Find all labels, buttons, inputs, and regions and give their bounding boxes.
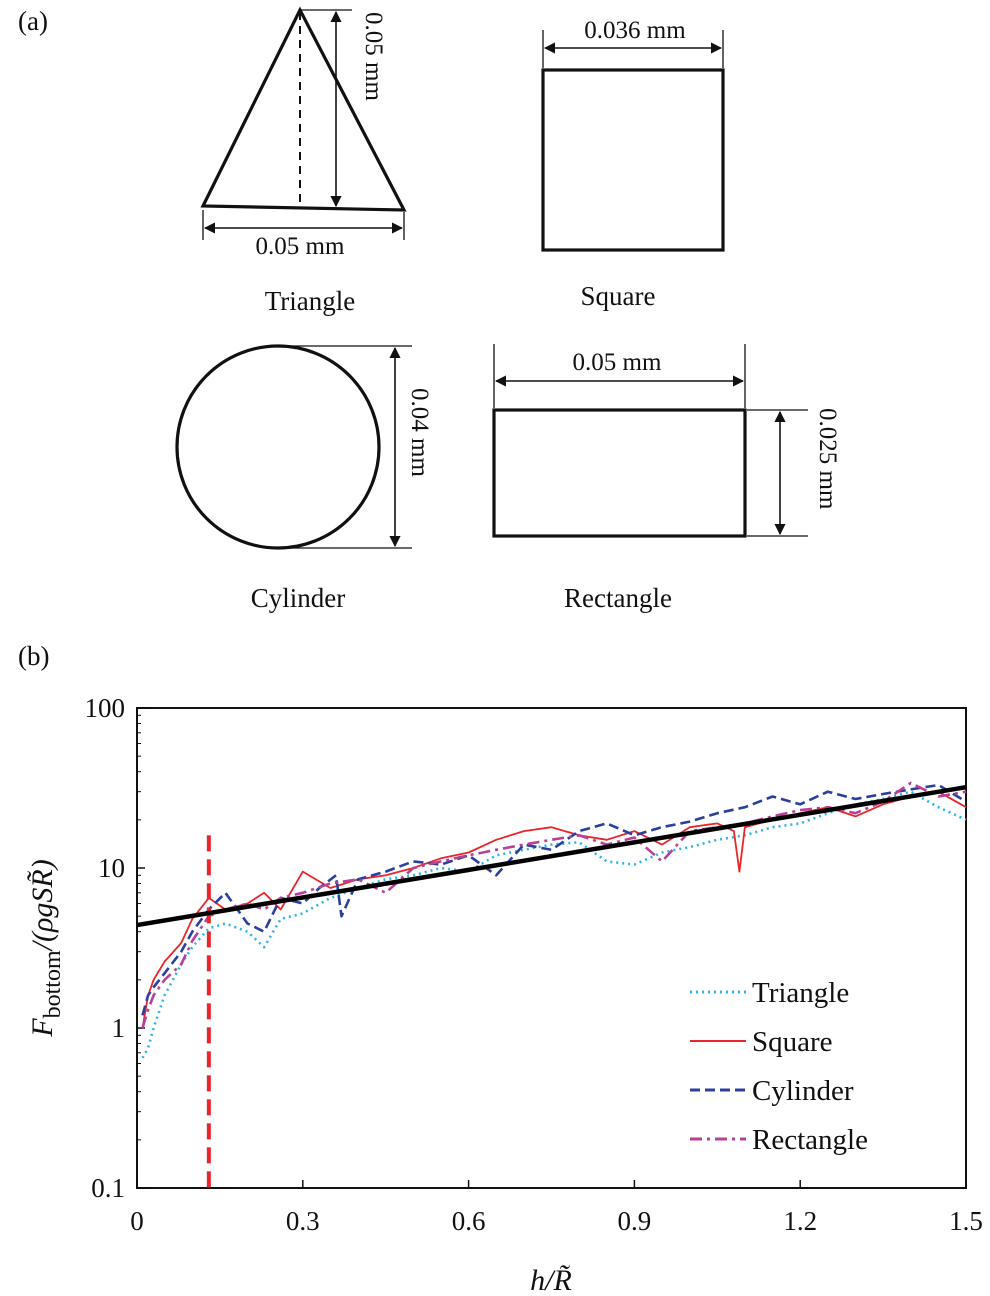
x-tick-label: 1.5 [949, 1206, 983, 1236]
legend: Triangle Square Cylinder Rectangle [690, 977, 868, 1156]
triangle-shape [200, 6, 407, 212]
x-tick-label: 0.6 [452, 1206, 486, 1236]
series-layer [136, 781, 967, 1188]
y-tick-label: 10 [98, 853, 125, 883]
triangle-name: Triangle [265, 286, 356, 316]
y-axis-title-main: F [26, 1018, 59, 1038]
x-tick-label: 1.2 [783, 1206, 817, 1236]
y-axis-title: Fbottom/(ρgSR̃) [26, 859, 66, 1037]
cylinder-diagram: 0.04 mm Cylinder [175, 344, 433, 613]
legend-label-triangle: Triangle [752, 977, 849, 1009]
y-axis-title-rest: /(ρgSR̃) [26, 859, 59, 952]
triangle-height-label: 0.05 mm [360, 12, 387, 101]
rectangle-shape [492, 408, 747, 538]
square-diagram: 0.036 mm Square [541, 17, 725, 311]
legend-label-cylinder: Cylinder [752, 1075, 854, 1107]
square-shape [541, 68, 725, 252]
square-name: Square [581, 281, 656, 311]
cylinder-name: Cylinder [251, 583, 346, 613]
square-side-label: 0.036 mm [584, 17, 686, 44]
series-triangle-line [141, 790, 967, 1059]
rectangle-width-label: 0.05 mm [573, 349, 662, 376]
triangle-base-label: 0.05 mm [256, 233, 345, 260]
chart: 0 0.3 0.6 0.9 1.2 1.5 0.1 1 10 100 Triangle Square… [26, 693, 983, 1296]
rectangle-diagram: 0.05 mm 0.025 mm Rectangle [492, 344, 841, 613]
fit-line [136, 784, 967, 928]
panel-b-label: (b) [18, 641, 49, 671]
x-tick-label: 0 [130, 1206, 144, 1236]
rectangle-height-label: 0.025 mm [814, 408, 841, 510]
panel-a-label: (a) [18, 6, 48, 36]
series-cylinder-line [141, 783, 967, 1016]
x-tick-label: 0.3 [286, 1206, 320, 1236]
x-axis-title: h/R̃ [530, 1264, 572, 1296]
y-tick-label: 1 [112, 1013, 126, 1043]
rectangle-name: Rectangle [564, 583, 672, 613]
y-tick-label: 100 [85, 693, 126, 723]
cylinder-diameter-label: 0.04 mm [406, 388, 433, 477]
plot-frame [136, 707, 967, 1189]
legend-label-square: Square [752, 1026, 833, 1058]
x-tick-label: 0.9 [618, 1206, 652, 1236]
triangle-diagram: 0.05 mm 0.05 mm Triangle [200, 6, 407, 316]
y-tick-label: 0.1 [91, 1173, 125, 1203]
y-axis-title-sub: bottom [40, 950, 66, 1018]
legend-label-rectangle: Rectangle [752, 1124, 868, 1156]
axis-ticks: 0 0.3 0.6 0.9 1.2 1.5 0.1 1 10 100 [85, 693, 983, 1236]
series-rectangle-line [141, 781, 967, 1029]
cylinder-shape [175, 344, 381, 550]
